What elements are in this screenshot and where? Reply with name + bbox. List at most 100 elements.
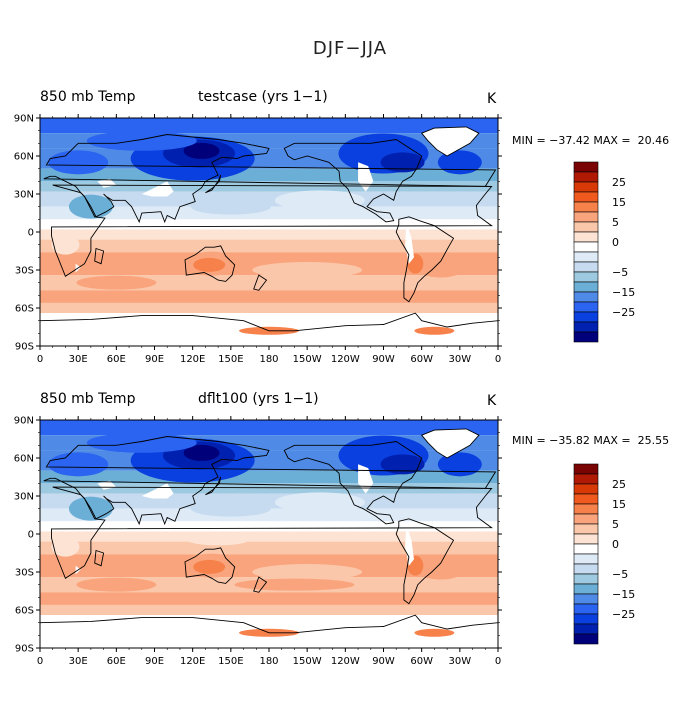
colorbar-label: 5 [612,518,619,531]
panel-case-label: dflt100 (yrs 1−1) [198,391,319,407]
colorbar-swatch [573,221,599,233]
lat-tick-label: 90S [15,644,34,655]
min-max-stats: MIN = −35.82 MAX = 25.55 [512,434,670,447]
coastline-greenland [420,428,480,459]
lon-tick-label: 0 [495,354,501,365]
lat-tick-label: 0 [28,228,34,239]
colorbar-swatch [573,633,599,645]
lat-tick-label: 60N [14,152,34,163]
colorbar-swatch [573,311,599,323]
cold-core-siberia [183,142,220,159]
lon-tick-label: 0 [495,656,501,667]
subtropical-pacific [274,492,365,513]
colorbar-swatch [573,543,599,555]
colorbar-swatch [573,563,599,575]
panel-dflt100: 850 mb Temp dflt100 (yrs 1−1) K MIN = −3… [0,384,700,704]
lon-tick-label: 0 [37,354,43,365]
lon-tick-label: 90E [145,354,164,365]
colorbar-label: 5 [612,216,619,229]
min-max-stats: MIN = −37.42 MAX = 20.46 [512,134,670,147]
lat-tick-label: 30N [14,190,34,201]
coastline-africa [51,184,493,277]
lon-tick-label: 30W [449,354,472,365]
panel-case-label: testcase (yrs 1−1) [198,89,328,105]
lon-tick-label: 180 [259,656,278,667]
lon-tick-label: 150W [293,656,322,667]
colorbar-label: −5 [612,266,628,279]
coastline-europeAsia [43,134,497,224]
page-title: DJF−JJA [312,38,388,59]
colorbar-swatch [573,523,599,535]
panel-testcase: 850 mb Temp testcase (yrs 1−1) K MIN = −… [0,82,700,402]
colorbar-swatch [573,331,599,343]
lon-tick-label: 120E [180,656,205,667]
colorbar-label: −25 [612,306,635,319]
colorbar-swatch [573,533,599,545]
coastline-japan [205,476,222,496]
colorbar-label: −25 [612,608,635,621]
colorbar-swatch [573,553,599,565]
lat-tick-label: 30S [15,266,34,277]
colorbar-label: 15 [612,498,626,511]
lon-tick-label: 90W [372,354,395,365]
coastline-australia [184,245,236,282]
lon-tick-label: 90E [145,656,164,667]
lat-tick-label: 90N [14,114,34,125]
panel-variable-label: 850 mb Temp [40,391,136,407]
colorbar-label: 0 [612,236,619,249]
colorbar-label: 25 [612,478,626,491]
colorbar-swatch [573,251,599,263]
colorbar-swatch [573,291,599,303]
panel-units-label: K [487,393,497,409]
lat-tick-label: 60N [14,454,34,465]
lon-tick-label: 60W [410,354,433,365]
cold-core-siberia [183,444,220,461]
colorbar-swatch [573,201,599,213]
lon-tick-label: 150W [293,354,322,365]
lat-tick-label: 60S [15,304,34,315]
coastline-madagascar [94,247,105,265]
lon-tick-label: 90W [372,656,395,667]
colorbar-swatch [573,231,599,243]
colorbar-swatch [573,463,599,475]
colorbar-swatch [573,603,599,615]
lon-tick-label: 120E [180,354,205,365]
colorbar-label: −15 [612,286,635,299]
colorbar-swatch [573,623,599,635]
colorbar-swatch [573,161,599,173]
colorbar: 25 15 5 0 −5 −15 −25 [573,463,635,645]
colorbar-swatch [573,261,599,273]
andes-mask [405,523,414,566]
coastline-northAmerica [283,139,423,223]
colorbar-swatch [573,613,599,625]
lat-tick-label: 30N [14,492,34,503]
colorbar-swatch [573,483,599,495]
lon-tick-label: 120W [331,656,360,667]
colorbar: 25 15 5 0 −5 −15 −25 [573,161,635,343]
panel-variable-label: 850 mb Temp [40,89,136,105]
colorbar-swatch [573,321,599,333]
colorbar-swatch [573,573,599,585]
subtropical-pacific [274,190,365,211]
coastline-madagascar [94,549,105,567]
colorbar-label: 15 [612,196,626,209]
colorbar-swatch [573,513,599,525]
colorbar-swatch [573,181,599,193]
colorbar-swatch [573,593,599,605]
lon-tick-label: 180 [259,354,278,365]
lon-tick-label: 60W [410,656,433,667]
lat-tick-label: 60S [15,606,34,617]
lon-tick-label: 60E [107,656,126,667]
warm-anomaly-weddell-sea [414,628,455,637]
colorbar-label: −15 [612,588,635,601]
warm-anomaly-weddell-sea [414,326,455,335]
colorbar-swatch [573,191,599,203]
coastline-australia [184,547,236,584]
colorbar-swatch [573,473,599,485]
lon-tick-label: 150E [218,354,243,365]
coastline-newZealand [253,576,268,593]
colorbar-label: 25 [612,176,626,189]
colorbar-swatch [573,271,599,283]
